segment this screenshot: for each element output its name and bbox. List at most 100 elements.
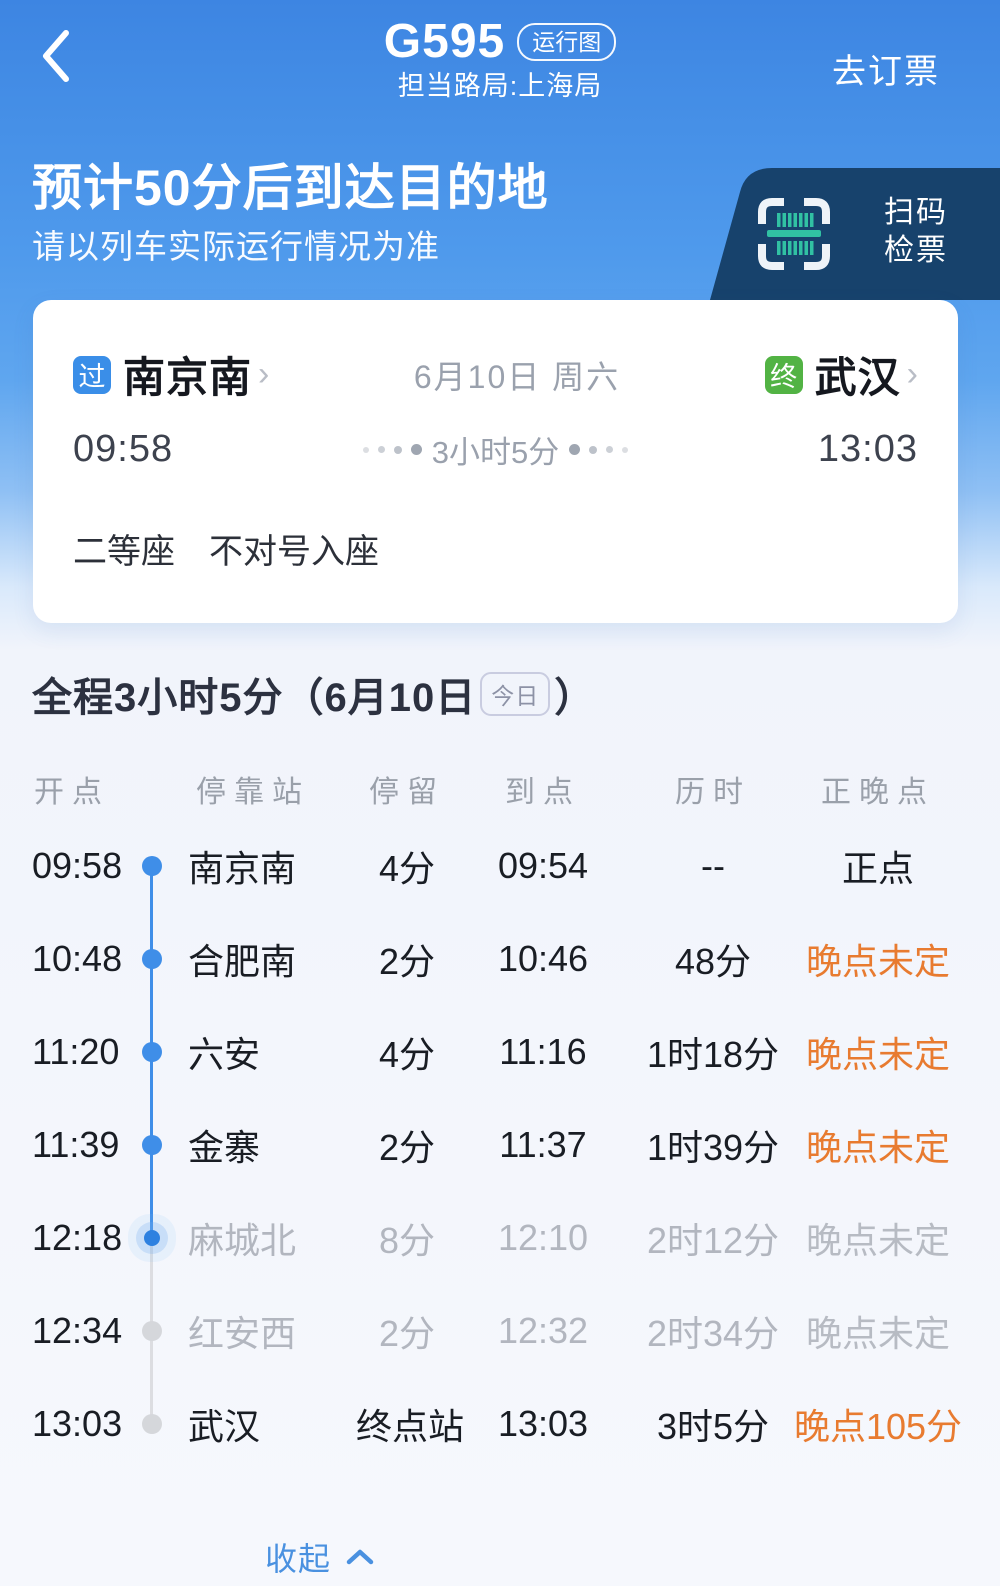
col-status: 正晚点 [821,776,935,809]
schedule-header: 开点 停靠站 停留 到点 历时 正晚点 [0,769,1000,809]
row-elapsed: 1时18分 [646,1033,780,1075]
col-station: 停靠站 [196,776,310,809]
schedule-total-duration: 全程3小时5分 [32,676,284,720]
schedule-row: 12:18 麻城北 8分 12:10 2时12分 晚点未定 [0,1191,1000,1284]
col-arrive: 到点 [505,776,581,809]
timeline-dot-wrap [132,819,188,912]
journey-card: 过 南京南 › 6月10日 周六 终 武汉 › 09:58 3小时5分 13:0… [33,300,958,623]
schedule-date: 6月10日 [324,676,477,720]
row-punctuality-status: 晚点未定 [805,1219,950,1261]
timeline-dot-wrap [132,1191,188,1284]
journey-times-row: 09:58 3小时5分 13:03 [73,427,918,472]
seat-class: 二等座 [73,533,175,571]
book-ticket-button[interactable]: 去订票 [832,53,940,91]
back-chevron-icon [43,30,69,82]
row-arrive-time: 11:16 [499,1030,587,1072]
row-punctuality-status: 晚点未定 [805,1033,950,1075]
duration-wrap: 3小时5分 [173,427,818,472]
row-station-name: 六安 [188,1033,261,1075]
row-punctuality-status: 正点 [841,847,914,889]
row-punctuality-status: 晚点未定 [805,940,950,982]
row-depart-time: 11:39 [32,1123,120,1165]
journey-date: 6月10日 周六 [413,358,621,395]
timeline-dot [142,1320,162,1341]
row-stop-duration: 4分 [378,847,436,889]
row-depart-time: 12:34 [32,1309,123,1351]
eta-subtitle: 请以列车实际运行情况为准 [32,228,440,265]
scan-ticket-button[interactable]: 扫码 检票 [700,168,1000,300]
scan-content: 扫码 检票 [700,168,1000,300]
row-stop-duration: 终点站 [356,1405,465,1447]
row-elapsed: 2时34分 [646,1312,780,1354]
row-elapsed: -- [701,844,725,886]
back-button[interactable] [38,28,74,84]
scan-label-line1: 扫码 [884,196,948,229]
row-depart-time: 09:58 [32,844,123,886]
timeline-dot-wrap [132,1098,188,1191]
arrive-time: 13:03 [817,428,918,470]
col-depart: 开点 [34,776,110,809]
row-punctuality-status: 晚点未定 [805,1312,950,1354]
train-number: G595 [383,15,506,68]
row-stop-duration: 2分 [378,940,436,982]
timeline-dot [142,1041,162,1062]
row-punctuality-status: 晚点105分 [793,1405,963,1447]
operating-bureau: 担当路局:上海局 [397,71,603,101]
timeline-dot [142,1134,162,1155]
row-arrive-time: 11:37 [499,1123,587,1165]
duration-label: 3小时5分 [431,435,560,470]
row-arrive-time: 10:46 [497,937,589,979]
row-station-name: 武汉 [188,1405,261,1447]
row-stop-duration: 8分 [378,1219,436,1261]
schedule-row: 13:03 武汉 终点站 13:03 3时5分 晚点105分 [0,1377,1000,1470]
timeline-dot [142,948,162,969]
row-elapsed: 3时5分 [656,1405,770,1447]
row-elapsed: 1时39分 [646,1126,780,1168]
header-hero: G595 运行图 担当路局:上海局 去订票 预计50分后到达目的地 请以列车实际… [0,0,1000,300]
journey-stations-row: 过 南京南 › 6月10日 周六 终 武汉 › [73,344,918,405]
row-arrive-time: 12:32 [497,1309,589,1351]
duration-dots-right [569,444,629,455]
to-station-link[interactable]: 武汉 [814,354,901,401]
row-depart-time: 11:20 [32,1030,120,1072]
to-chevron-icon: › [906,355,918,393]
seat-info-row: 二等座 不对号入座 [73,524,918,573]
timeline-dot-wrap [132,1284,188,1377]
row-arrive-time: 09:54 [497,844,589,886]
timeline-dot-wrap [132,1005,188,1098]
schedule-row: 10:48 合肥南 2分 10:46 48分 晚点未定 [0,912,1000,1005]
pass-station-badge: 过 [73,355,111,394]
row-punctuality-status: 晚点未定 [805,1126,950,1168]
schedule-row: 11:39 金寨 2分 11:37 1时39分 晚点未定 [0,1098,1000,1191]
row-station-name: 南京南 [188,847,297,889]
row-arrive-time: 12:10 [497,1216,589,1258]
paren-open: （ [283,676,325,720]
row-elapsed: 2时12分 [646,1219,780,1261]
depart-time: 09:58 [73,428,174,470]
row-arrive-time: 13:03 [497,1402,589,1444]
schedule-title: 全程3小时5分 （ 6月10日 今日 ） [32,665,1000,723]
row-station-name: 红安西 [188,1312,297,1354]
barcode-scan-icon [758,198,830,270]
row-station-name: 金寨 [188,1126,261,1168]
schedule-row: 09:58 南京南 4分 09:54 -- 正点 [0,819,1000,912]
schedule-body: 09:58 南京南 4分 09:54 -- 正点 10:48 合肥南 2分 10… [0,819,1000,1470]
row-depart-time: 13:03 [32,1402,123,1444]
timeline-dot [144,1229,160,1246]
today-badge: 今日 [480,672,551,716]
collapse-label: 收起 [265,1541,332,1577]
title-group: G595 运行图 [0,14,1000,69]
row-station-name: 麻城北 [188,1219,297,1261]
diagram-badge[interactable]: 运行图 [517,22,617,61]
timeline-dot [142,1413,162,1434]
collapse-button[interactable]: 收起 [265,1534,375,1580]
scan-label: 扫码 检票 [884,194,948,270]
scan-label-line2: 检票 [884,234,948,267]
from-station-link[interactable]: 南京南 [123,354,253,401]
duration-dots-left [362,444,422,455]
row-depart-time: 12:18 [32,1216,123,1258]
timeline-dot [142,855,162,876]
row-elapsed: 48分 [674,940,752,982]
col-elapsed: 历时 [675,776,751,809]
eta-title: 预计50分后到达目的地 [32,160,549,216]
